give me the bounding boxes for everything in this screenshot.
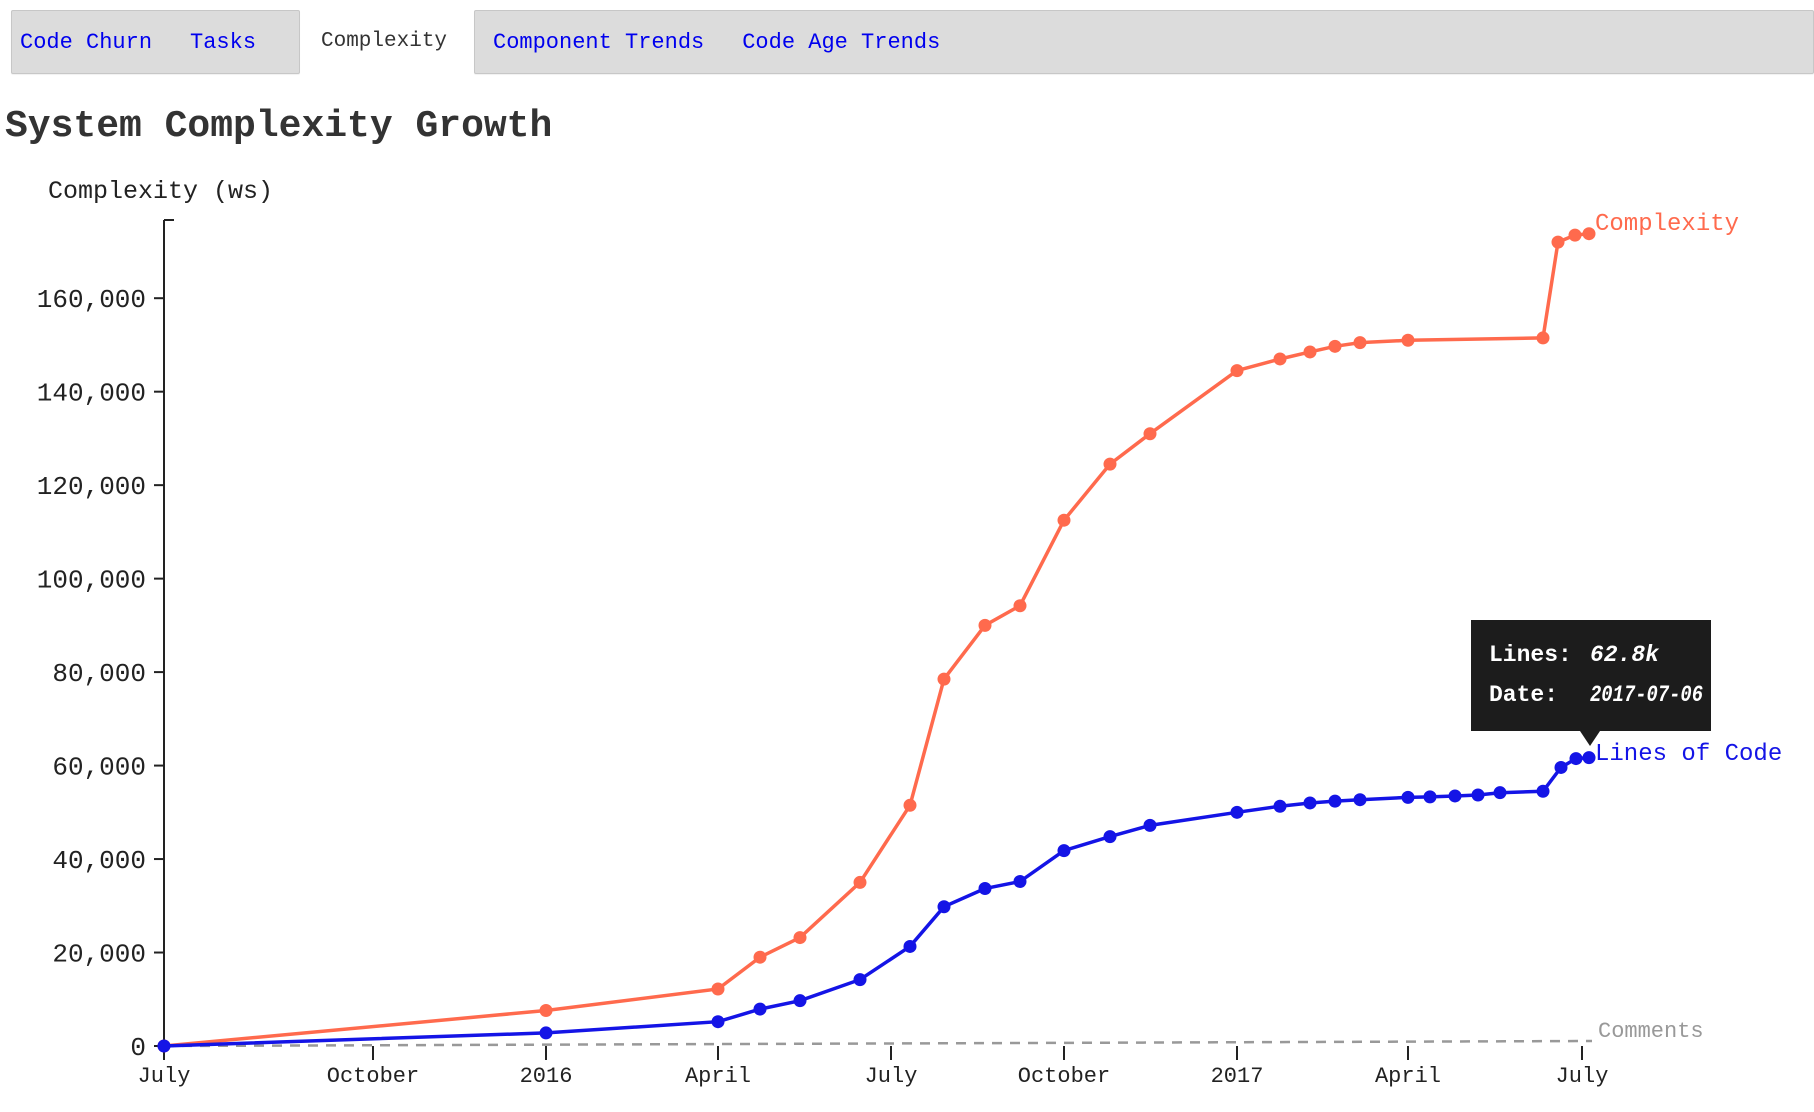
svg-text:Lines of Code: Lines of Code (1595, 741, 1782, 768)
svg-text:160,000: 160,000 (37, 285, 146, 315)
svg-text:20,000: 20,000 (52, 940, 146, 970)
svg-text:0: 0 (130, 1033, 146, 1063)
svg-text:October: October (1018, 1064, 1110, 1089)
svg-text:Complexity: Complexity (1595, 211, 1739, 238)
svg-text:April: April (685, 1064, 751, 1089)
svg-text:2017-07-06: 2017-07-06 (1590, 682, 1703, 708)
svg-text:100,000: 100,000 (37, 566, 146, 596)
svg-text:Date:: Date: (1489, 682, 1558, 708)
svg-text:Lines:: Lines: (1489, 642, 1572, 668)
svg-text:2017: 2017 (1211, 1064, 1264, 1089)
svg-text:July: July (865, 1064, 918, 1089)
svg-text:April: April (1375, 1064, 1441, 1089)
svg-text:July: July (1556, 1064, 1609, 1089)
svg-text:60,000: 60,000 (52, 753, 146, 783)
svg-text:120,000: 120,000 (37, 472, 146, 502)
svg-text:October: October (327, 1064, 419, 1089)
svg-text:40,000: 40,000 (52, 846, 146, 876)
svg-text:July: July (138, 1064, 191, 1089)
svg-text:80,000: 80,000 (52, 659, 146, 689)
svg-text:140,000: 140,000 (37, 379, 146, 409)
svg-text:62.8k: 62.8k (1590, 642, 1659, 668)
svg-text:Comments: Comments (1598, 1019, 1704, 1044)
svg-text:2016: 2016 (520, 1064, 573, 1089)
